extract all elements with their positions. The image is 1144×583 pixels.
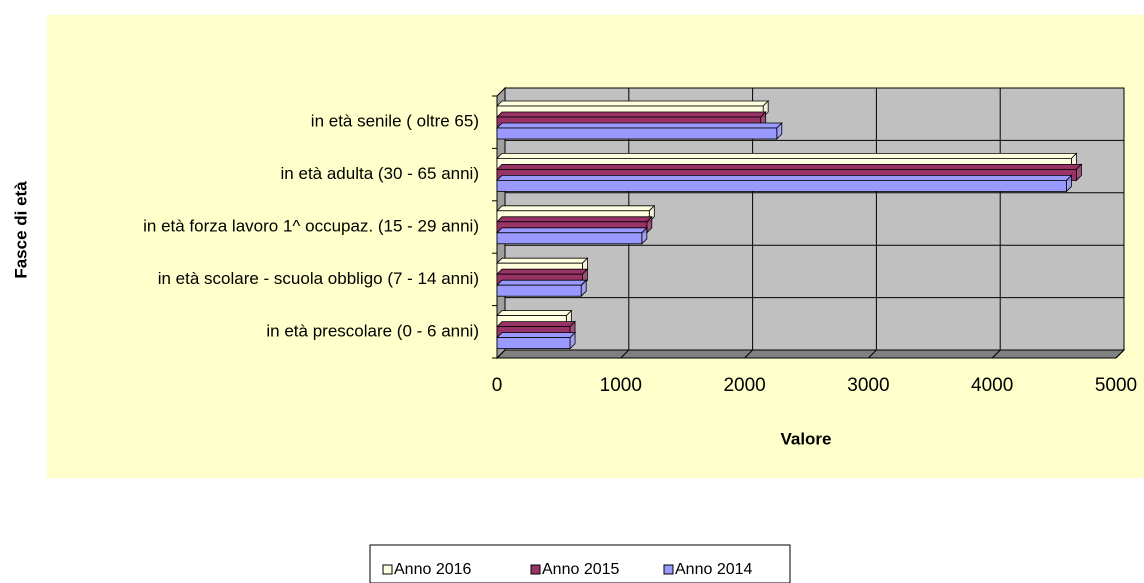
x-tick-label: 5000 — [1095, 375, 1137, 396]
legend-label: Anno 2014 — [675, 561, 753, 578]
x-tick-label: 2000 — [723, 375, 765, 396]
bar-top — [496, 111, 767, 118]
x-tick — [496, 349, 506, 359]
bar-top — [496, 257, 589, 264]
bar-top — [496, 152, 1078, 159]
y-tick-label: in età forza lavoro 1^ occupaz. (15 - 29… — [143, 216, 479, 235]
x-tick — [744, 349, 753, 359]
bar — [496, 337, 571, 350]
bar — [496, 232, 643, 245]
x-tick — [991, 349, 1001, 359]
bar-top — [496, 279, 588, 286]
x-axis-title: Valore — [780, 429, 831, 448]
x-tick — [1115, 349, 1125, 359]
bar-top — [496, 227, 648, 234]
floor — [495, 349, 1126, 359]
bar-top — [496, 321, 577, 328]
bar-top — [496, 205, 656, 212]
y-tick-label: in età senile ( oltre 65) — [311, 112, 479, 131]
x-tick-label: 4000 — [971, 375, 1013, 396]
bar-top — [496, 216, 653, 223]
bar-top — [496, 122, 783, 129]
bar-top — [496, 332, 577, 339]
bar-top — [496, 100, 770, 107]
x-tick — [868, 349, 877, 359]
bar-top — [496, 163, 1083, 170]
legend-swatch — [663, 564, 674, 575]
legend — [369, 544, 791, 583]
x-tick-label: 3000 — [847, 375, 889, 396]
legend-label: Anno 2015 — [542, 561, 620, 578]
legend-swatch — [530, 564, 541, 575]
legend-swatch — [382, 564, 393, 575]
x-tick-label: 0 — [492, 375, 503, 396]
x-tick-label: 1000 — [600, 375, 642, 396]
y-tick-label: in età adulta (30 - 65 anni) — [281, 164, 479, 183]
y-tick-label: in età scolare - scuola obbligo (7 - 14 … — [158, 269, 479, 288]
y-tick-label: in età prescolare (0 - 6 anni) — [266, 321, 479, 340]
bar — [496, 179, 1067, 192]
x-tick — [620, 349, 630, 359]
legend-label: Anno 2016 — [394, 561, 472, 578]
bar — [496, 127, 778, 140]
bar — [496, 284, 582, 297]
bar-top — [496, 268, 589, 275]
bar-top — [496, 174, 1073, 181]
y-axis-title: Fasce di età — [11, 181, 30, 279]
bar-top — [496, 310, 573, 317]
